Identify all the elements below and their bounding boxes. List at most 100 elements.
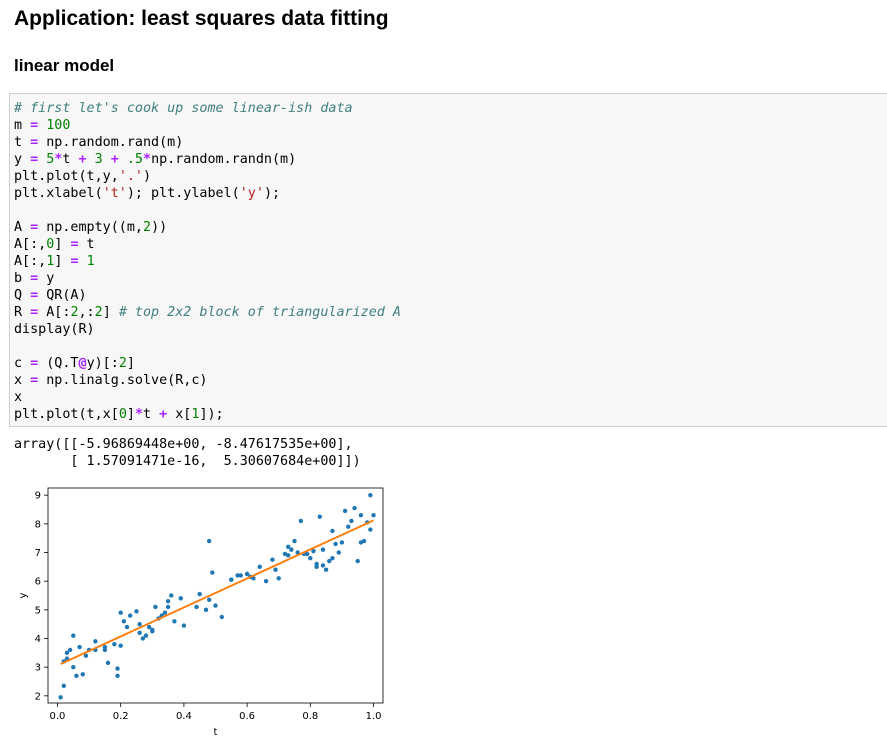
code-token: 'y' — [239, 186, 264, 201]
data-point — [311, 548, 316, 554]
code-token: 't' — [102, 186, 127, 201]
code-token: np.empty((m, — [38, 220, 143, 235]
data-point — [61, 683, 67, 688]
data-point — [146, 624, 152, 630]
code-token: t — [143, 407, 160, 422]
code-token: ] — [54, 237, 71, 252]
code-line: plt.plot(t,y,'.') — [14, 168, 887, 185]
data-point — [295, 550, 300, 555]
code-token: b — [14, 271, 31, 286]
code-token — [119, 152, 127, 167]
data-point — [165, 599, 171, 604]
x-tick-label: 0.8 — [302, 711, 318, 722]
data-point — [137, 621, 142, 627]
code-token: @ — [78, 356, 87, 371]
plot-area — [48, 488, 383, 703]
data-point — [112, 642, 117, 647]
code-line: R = A[:2,:2] # top 2x2 block of triangul… — [14, 304, 887, 321]
data-point — [257, 564, 262, 570]
code-token: * — [54, 152, 63, 167]
code-token: # first let's cook up some linear-ish da… — [14, 101, 353, 116]
y-tick-label: 3 — [35, 663, 41, 674]
data-point — [206, 538, 212, 544]
code-token: (Q.T — [38, 356, 79, 371]
code-token: = — [30, 135, 39, 150]
data-point — [285, 544, 291, 549]
code-token: plt.xlabel( — [14, 186, 103, 201]
code-token: y)[: — [86, 356, 119, 371]
y-tick-label: 4 — [35, 634, 41, 645]
data-point — [263, 578, 269, 584]
code-token: ) — [143, 169, 152, 184]
data-point — [238, 573, 243, 578]
code-line: plt.plot(t,x[0]*t + x[1]); — [14, 406, 887, 423]
code-editor[interactable]: # first let's cook up some linear-ish da… — [14, 100, 887, 423]
code-token: plt.plot(t,y, — [14, 169, 119, 184]
data-point — [320, 547, 326, 552]
data-point — [153, 604, 158, 610]
code-token: 0 — [46, 237, 55, 252]
x-tick-label: 0.6 — [239, 711, 255, 722]
code-token: ] — [126, 356, 135, 371]
code-token: + — [159, 407, 168, 422]
data-point — [339, 540, 345, 545]
data-point — [355, 558, 360, 564]
code-token: + — [110, 152, 119, 167]
data-point — [162, 610, 168, 615]
data-point — [333, 541, 338, 547]
data-point — [371, 513, 376, 518]
data-point — [102, 644, 108, 650]
code-token: A[:, — [14, 254, 47, 269]
data-point — [229, 577, 234, 582]
data-point — [314, 564, 319, 570]
code-token: Q — [14, 288, 31, 303]
data-point — [298, 518, 304, 524]
data-point — [330, 556, 335, 561]
x-tick-label: 1.0 — [366, 711, 382, 722]
code-line — [14, 202, 887, 219]
data-point — [58, 695, 63, 700]
code-token: ] — [126, 407, 135, 422]
data-point — [93, 639, 98, 644]
code-token: = — [30, 118, 39, 133]
code-token: 1 — [46, 254, 55, 269]
data-point — [118, 610, 123, 615]
code-token: x[ — [167, 407, 192, 422]
data-point — [304, 551, 310, 557]
data-point — [71, 633, 76, 638]
y-tick-label: 5 — [35, 605, 41, 616]
code-line: y = 5*t + 3 + .5*np.random.randn(m) — [14, 151, 887, 168]
code-token: A[: — [38, 305, 71, 320]
data-point — [219, 614, 225, 620]
data-point — [77, 644, 82, 650]
code-line: Q = QR(A) — [14, 287, 887, 304]
code-line: plt.xlabel('t'); plt.ylabel('y'); — [14, 185, 887, 202]
x-axis-label: t — [214, 727, 218, 738]
data-point — [235, 573, 240, 578]
code-token: t — [62, 152, 79, 167]
data-point — [210, 570, 215, 575]
y-tick-label: 6 — [35, 577, 41, 588]
code-line: t = np.random.rand(m) — [14, 134, 887, 151]
code-line — [14, 338, 887, 355]
code-token: y — [38, 271, 55, 286]
page-title: Application: least squares data fitting — [14, 7, 389, 30]
code-token — [103, 152, 111, 167]
code-token: = — [30, 288, 39, 303]
data-point — [368, 492, 373, 498]
data-point — [140, 636, 146, 641]
data-point — [181, 623, 187, 628]
plot-canvas: 0.0 0.2 0.4 0.6 0.8 1.0 2 3 4 5 6 7 8 9 t y — [18, 487, 384, 738]
code-token: 100 — [46, 118, 71, 133]
code-cell[interactable]: # first let's cook up some linear-ish da… — [9, 93, 887, 427]
code-line: x = np.linalg.solve(R,c) — [14, 372, 887, 389]
x-tick-label: 0.0 — [50, 711, 66, 722]
code-token: x — [14, 390, 23, 405]
code-line: A[:,0] = t — [14, 236, 887, 253]
code-token: A — [14, 220, 31, 235]
code-token: ); — [263, 186, 281, 201]
code-token: .5 — [126, 152, 143, 167]
data-point — [137, 630, 142, 635]
y-tick-label: 9 — [35, 491, 41, 502]
code-token: 5 — [46, 152, 55, 167]
